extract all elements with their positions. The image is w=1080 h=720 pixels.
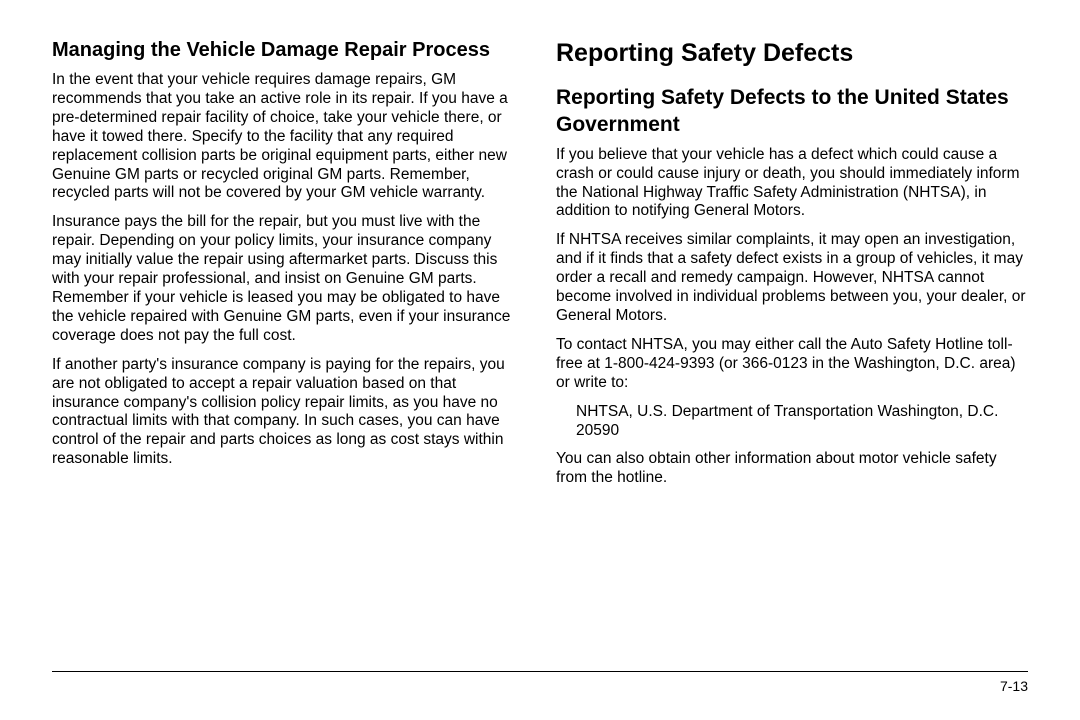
right-para-1: If you believe that your vehicle has a d… bbox=[556, 146, 1028, 222]
left-para-3: If another party's insurance company is … bbox=[52, 356, 524, 469]
right-column: Reporting Safety Defects Reporting Safet… bbox=[556, 38, 1028, 648]
left-heading: Managing the Vehicle Damage Repair Proce… bbox=[52, 38, 524, 63]
right-para-4: You can also obtain other information ab… bbox=[556, 450, 1028, 488]
right-para-2: If NHTSA receives similar complaints, it… bbox=[556, 231, 1028, 326]
left-column: Managing the Vehicle Damage Repair Proce… bbox=[52, 38, 524, 648]
page-container: Managing the Vehicle Damage Repair Proce… bbox=[52, 38, 1028, 648]
right-address: NHTSA, U.S. Department of Transportation… bbox=[556, 403, 1028, 441]
right-para-3: To contact NHTSA, you may either call th… bbox=[556, 336, 1028, 393]
left-para-2: Insurance pays the bill for the repair, … bbox=[52, 213, 524, 345]
footer-rule bbox=[52, 671, 1028, 672]
right-heading: Reporting Safety Defects to the United S… bbox=[556, 85, 1028, 138]
left-para-1: In the event that your vehicle requires … bbox=[52, 71, 524, 203]
page-number: 7-13 bbox=[52, 678, 1028, 694]
page-footer: 7-13 bbox=[52, 671, 1028, 694]
right-title: Reporting Safety Defects bbox=[556, 38, 1028, 69]
